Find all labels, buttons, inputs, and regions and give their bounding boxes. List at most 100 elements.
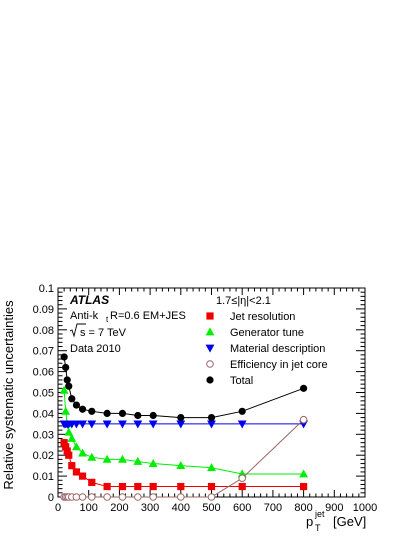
- energy-label: s = 7 TeV: [69, 323, 127, 339]
- point-generator-tune: [176, 461, 186, 470]
- series-layer: [59, 353, 308, 501]
- point-generator-tune: [87, 452, 97, 461]
- point-material-description: [118, 420, 127, 429]
- legend-label-generator-tune: Generator tune: [230, 327, 304, 339]
- point-total: [65, 382, 73, 390]
- point-efficiency-in-jet-core: [177, 493, 185, 501]
- sqrt-symbol: [69, 323, 86, 338]
- y-tick-label: 0.07: [33, 346, 54, 358]
- point-material-description: [148, 420, 158, 429]
- x-tick-label: 700: [264, 502, 282, 514]
- point-total: [238, 407, 246, 415]
- point-material-description: [176, 420, 186, 429]
- x-axis-label: p jet T [GeV]: [306, 509, 366, 533]
- y-tick-label: 0.09: [33, 304, 54, 316]
- point-efficiency-in-jet-core: [238, 474, 246, 482]
- legend-label-total: Total: [230, 375, 253, 387]
- point-generator-tune: [207, 463, 216, 472]
- legend-marker-material-description: [205, 344, 215, 353]
- point-generator-tune: [59, 385, 69, 394]
- algorithm-sub: t: [106, 315, 109, 324]
- axis-tick-labels: 0 100 200 300 400 500 600 700 800 900 1000 0 0.01 0.0…: [33, 283, 378, 514]
- series-line-generator-tune: [63, 390, 304, 475]
- point-efficiency-in-jet-core: [78, 493, 87, 501]
- point-material-description: [207, 420, 216, 429]
- point-total: [149, 411, 157, 420]
- point-material-description: [102, 420, 112, 429]
- y-tick-label: 0.02: [33, 450, 54, 462]
- x-tick-label: 1000: [353, 502, 377, 514]
- y-tick-label: 0.04: [33, 408, 54, 420]
- point-total: [300, 384, 308, 392]
- point-efficiency-in-jet-core: [118, 493, 127, 501]
- legend: Jet resolution Generator tune Material des…: [205, 311, 328, 387]
- y-tick-label: 0.05: [33, 388, 54, 400]
- point-efficiency-in-jet-core: [134, 493, 142, 501]
- point-total: [68, 395, 76, 403]
- algorithm-suffix: R=0.6 EM+JES: [110, 310, 186, 322]
- point-total: [207, 413, 216, 422]
- y-tick-label: 0.01: [33, 471, 54, 483]
- point-jet-resolution: [60, 439, 68, 447]
- point-generator-tune: [299, 469, 308, 478]
- legend-label-jet-resolution: Jet resolution: [230, 311, 295, 323]
- point-generator-tune: [67, 433, 77, 442]
- x-tick-label: 600: [233, 502, 251, 514]
- point-jet-resolution: [88, 478, 96, 486]
- point-jet-resolution: [68, 462, 76, 470]
- point-generator-tune: [72, 442, 81, 451]
- point-jet-resolution: [63, 447, 71, 455]
- y-tick-label: 0.03: [33, 429, 54, 441]
- point-jet-resolution: [65, 451, 73, 459]
- point-efficiency-in-jet-core: [299, 415, 308, 424]
- point-material-description: [237, 420, 247, 429]
- point-material-description: [78, 420, 87, 429]
- point-jet-resolution: [207, 482, 216, 491]
- x-tick-label: 800: [294, 502, 312, 514]
- point-total: [103, 409, 111, 417]
- point-total: [62, 363, 70, 372]
- x-axis-label-main: p: [306, 514, 313, 529]
- x-tick-label: 400: [172, 502, 190, 514]
- point-total: [78, 405, 87, 413]
- series-efficiency-in-jet-core: [60, 415, 308, 501]
- point-total: [63, 376, 71, 384]
- point-generator-tune: [102, 454, 112, 463]
- point-total: [72, 401, 81, 409]
- x-tick-label: 100: [80, 502, 98, 514]
- point-efficiency-in-jet-core: [207, 493, 216, 501]
- series-jet-resolution: [60, 439, 308, 491]
- point-total: [118, 409, 127, 417]
- legend-marker-jet-resolution: [206, 312, 214, 320]
- y-tick-label: 0.06: [33, 367, 54, 379]
- legend-marker-generator-tune: [205, 327, 215, 336]
- point-jet-resolution: [72, 468, 81, 476]
- point-total: [60, 353, 68, 361]
- x-axis-label-sup: jet: [314, 509, 325, 519]
- legend-label-material-description: Material description: [230, 343, 325, 355]
- x-tick-label: 500: [202, 502, 220, 514]
- point-efficiency-in-jet-core: [103, 493, 111, 501]
- point-material-description: [133, 420, 143, 429]
- data-label: Data 2010: [70, 343, 121, 355]
- x-tick-label: 300: [141, 502, 159, 514]
- point-total: [177, 413, 185, 422]
- y-tick-label: 0.08: [33, 325, 54, 337]
- point-jet-resolution: [62, 443, 70, 451]
- y-tick-label: 0: [48, 492, 54, 504]
- y-axis-label: Relative systematic uncertainties: [1, 300, 16, 490]
- x-tick-label: 200: [110, 502, 128, 514]
- point-jet-resolution: [300, 482, 308, 491]
- point-jet-resolution: [238, 482, 246, 491]
- legend-marker-efficiency-in-jet-core: [206, 360, 214, 368]
- point-jet-resolution: [134, 482, 142, 491]
- point-generator-tune: [148, 458, 158, 467]
- y-tick-label: 0.1: [39, 283, 54, 295]
- algorithm-label: Anti-k t R=0.6 EM+JES: [70, 310, 186, 324]
- point-efficiency-in-jet-core: [72, 493, 81, 501]
- point-generator-tune: [133, 456, 143, 465]
- series-generator-tune: [59, 385, 308, 478]
- series-total: [60, 353, 308, 422]
- point-efficiency-in-jet-core: [87, 493, 96, 501]
